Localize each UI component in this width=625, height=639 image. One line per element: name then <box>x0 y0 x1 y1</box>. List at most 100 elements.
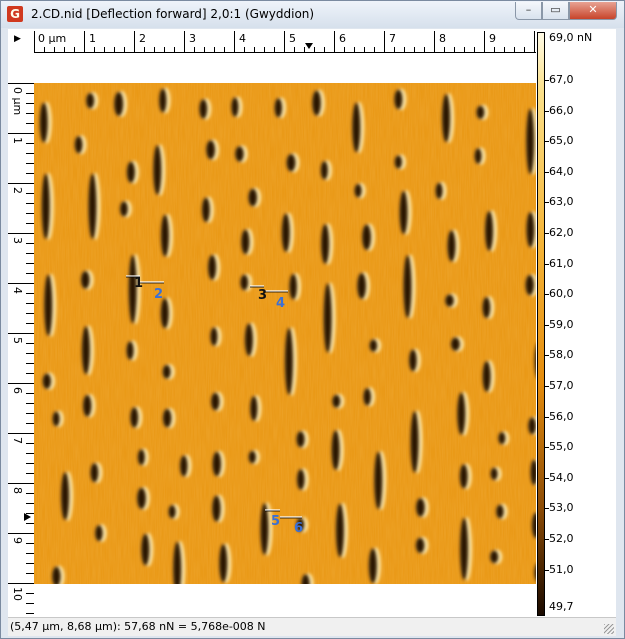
afm-feature-pit <box>369 339 378 352</box>
color-scale-label: 53,0 <box>549 501 574 515</box>
y-ruler-label: 6 <box>11 387 24 394</box>
profile-marker-label[interactable]: 2 <box>154 287 163 302</box>
window-title: 2.CD.nid [Deflection forward] 2,0:1 (Gwy… <box>31 7 315 21</box>
afm-feature-pit <box>235 146 244 162</box>
color-scale-label: 55,0 <box>549 440 574 454</box>
afm-feature-pit <box>81 271 90 289</box>
y-position-pointer-icon <box>24 513 31 521</box>
color-scale-tick <box>545 386 549 387</box>
afm-feature-pit <box>52 411 60 427</box>
afm-feature-pit <box>219 544 228 583</box>
x-ruler-label: 4 <box>239 32 246 45</box>
afm-feature-pit <box>335 503 344 558</box>
vertical-ruler <box>8 83 34 616</box>
afm-feature-pit <box>137 487 146 509</box>
color-scale-label: 63,0 <box>549 195 574 209</box>
afm-feature-pit <box>250 396 258 421</box>
afm-feature-pit <box>160 298 169 329</box>
afm-feature-pit <box>526 108 535 175</box>
color-scale-label: 62,0 <box>549 226 574 239</box>
profile-marker-label[interactable]: 5 <box>271 514 280 529</box>
afm-feature-pit <box>74 136 83 154</box>
y-ruler-label: 1 <box>11 137 24 144</box>
color-scale-tick <box>545 569 549 571</box>
afm-feature-pit <box>248 188 258 207</box>
afm-feature-pit <box>476 105 485 119</box>
afm-feature-pit <box>153 145 162 195</box>
afm-feature-pit <box>531 512 536 539</box>
afm-image-canvas[interactable]: 12 34 5 6 <box>34 83 536 584</box>
afm-feature-pit <box>206 140 216 160</box>
color-scale-tick <box>545 233 549 234</box>
afm-feature-pit <box>534 346 536 375</box>
afm-feature-pit <box>368 548 377 584</box>
color-scale-label: 52,0 <box>549 532 574 545</box>
x-ruler-label: 5 <box>289 32 296 45</box>
minimize-button[interactable]: – <box>515 2 542 20</box>
afm-feature-pit <box>354 183 362 198</box>
profile-marker-label[interactable]: 4 <box>276 296 285 311</box>
status-bar: (5,47 µm, 8,68 µm): 57,68 nN = 5,768e-00… <box>8 617 616 636</box>
afm-feature-pit <box>530 459 536 486</box>
color-scale-label: 67,0 <box>549 73 574 86</box>
horizontal-ruler-ticks <box>34 31 536 53</box>
afm-feature-pit <box>374 451 383 510</box>
afm-feature-pit <box>83 395 92 417</box>
afm-feature-pit <box>95 525 103 541</box>
afm-feature-pit <box>202 197 210 223</box>
afm-feature-pit <box>534 564 536 581</box>
afm-feature-pit <box>274 98 283 118</box>
maximize-button[interactable]: ▭ <box>542 2 569 20</box>
afm-feature-pit <box>81 326 90 375</box>
x-ruler-label: 7 <box>389 32 396 45</box>
afm-feature-pit <box>415 537 425 554</box>
afm-feature-pit <box>485 211 494 251</box>
color-scale-label: 65,0 <box>549 134 574 148</box>
y-ruler-label: 8 <box>11 487 24 494</box>
x-ruler-label-0: 0 µm <box>38 32 67 45</box>
afm-feature-pit <box>409 349 417 372</box>
afm-feature-pit <box>286 154 296 172</box>
afm-feature-pit <box>61 472 70 521</box>
afm-feature-pit <box>460 517 469 580</box>
color-scale-tick <box>545 80 549 81</box>
resize-grip-icon[interactable] <box>604 624 614 634</box>
title-bar[interactable]: G 2.CD.nid [Deflection forward] 2,0:1 (G… <box>1 1 624 28</box>
afm-feature-pit <box>525 275 535 296</box>
color-scale-label: 59,0 <box>549 317 574 331</box>
profile-marker-label[interactable]: 3 <box>258 288 267 303</box>
afm-feature-pit <box>352 102 361 153</box>
afm-feature-pit <box>320 161 328 180</box>
afm-feature-pit <box>332 394 341 408</box>
y-ruler-label: 10 <box>11 587 24 601</box>
afm-feature-pit <box>321 224 330 264</box>
afm-feature-pit <box>208 254 217 280</box>
afm-feature-pit <box>114 91 124 116</box>
line-markers[interactable]: 12 34 5 6 <box>126 275 303 536</box>
afm-feature-pit <box>482 361 491 392</box>
color-scale-max-label: 69,0 nN <box>549 31 593 44</box>
afm-feature-pit <box>199 99 208 119</box>
close-button[interactable]: ✕ <box>569 2 617 20</box>
x-ruler-label: 2 <box>139 32 146 45</box>
color-scale-tick <box>545 294 549 296</box>
afm-feature-pit <box>403 255 412 318</box>
afm-feature-pit <box>244 323 253 356</box>
afm-feature-pit <box>128 255 137 324</box>
afm-feature-pit <box>86 93 95 109</box>
color-scale-tick <box>545 447 549 449</box>
afm-feature-pit <box>159 88 167 113</box>
x-position-pointer-icon <box>305 43 313 49</box>
color-scale-tick <box>545 202 549 204</box>
color-scale-tick <box>545 171 549 173</box>
afm-feature-pit <box>173 541 182 584</box>
afm-feature-pit <box>180 455 188 477</box>
afm-feature-pit <box>44 274 53 336</box>
profile-marker-label[interactable]: 1 <box>134 276 143 291</box>
color-scale-tick <box>545 539 549 540</box>
profile-marker-label[interactable]: 6 <box>294 521 303 536</box>
afm-feature-pit <box>284 328 293 395</box>
afm-feature-pit <box>137 449 145 466</box>
zoom-menu-arrow-icon[interactable]: ▶ <box>14 34 21 44</box>
